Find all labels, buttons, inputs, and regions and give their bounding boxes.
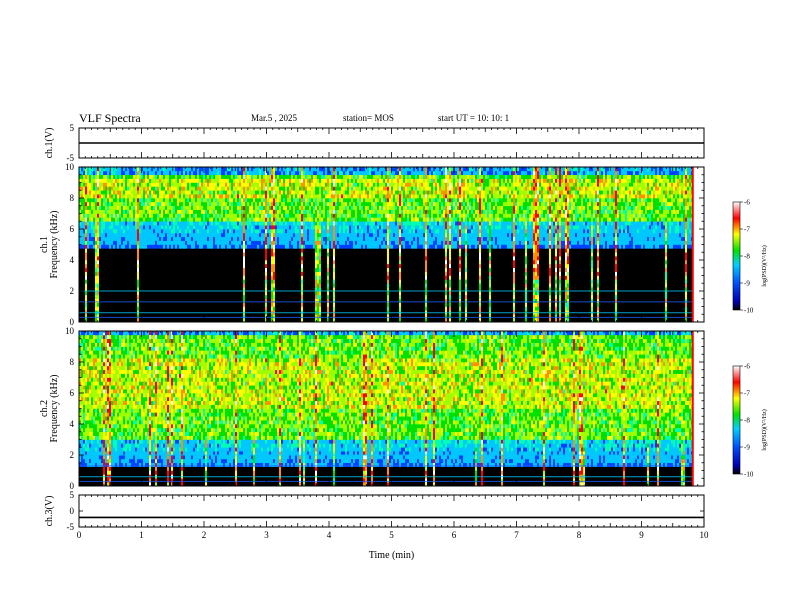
- colorbar-tick-label: -10: [744, 471, 754, 479]
- colorbar-tick-label: -9: [744, 280, 750, 288]
- y-tick-label: 2: [70, 286, 75, 296]
- y-tick-label: 4: [70, 419, 75, 429]
- station-label: station= MOS: [343, 113, 394, 123]
- x-tick-label: 3: [264, 530, 269, 540]
- y-tick-label: 5: [70, 490, 75, 500]
- y-tick-label: 10: [65, 162, 75, 172]
- y-tick-label: 0: [70, 317, 75, 327]
- y-tick-label: 0: [70, 506, 75, 516]
- y-tick-label: 5: [70, 123, 75, 133]
- x-axis-label: Time (min): [369, 550, 414, 561]
- x-tick-label: 0: [77, 530, 82, 540]
- y-tick-label: 6: [70, 388, 75, 398]
- figure-title: VLF Spectra: [79, 111, 141, 125]
- y-tick-label: 0: [70, 481, 75, 491]
- y-axis-label: ch.1(V): [44, 128, 55, 159]
- ch1-colorbar-label: log(PSD)(V²/Hz): [761, 245, 768, 286]
- x-tick-label: 1: [139, 530, 144, 540]
- colorbar-tick-label: -9: [744, 444, 750, 452]
- x-tick-label: 6: [452, 530, 457, 540]
- y-tick-label: 6: [70, 224, 75, 234]
- y-tick-label: 2: [70, 450, 75, 460]
- y-tick-label: -5: [67, 153, 75, 163]
- y-axis-label: Frequency (kHz): [49, 374, 60, 442]
- ch1-colorbar: [732, 201, 741, 311]
- y-tick-label: -5: [67, 522, 75, 532]
- colorbar-tick-label: -6: [744, 363, 750, 371]
- x-tick-label: 10: [700, 530, 710, 540]
- ch2-colorbar: [732, 365, 741, 475]
- ch2-spectrogram-image: [79, 331, 694, 487]
- start-time-label: start UT = 10: 10: 1: [438, 113, 510, 123]
- date-label: Mar.5 , 2025: [251, 113, 297, 123]
- colorbar-tick-label: -7: [744, 226, 750, 234]
- colorbar-tick-label: -10: [744, 307, 754, 315]
- colorbar-tick-label: -8: [744, 253, 750, 261]
- x-tick-label: 2: [202, 530, 207, 540]
- x-tick-label: 5: [389, 530, 394, 540]
- y-tick-label: 8: [70, 357, 75, 367]
- colorbar-tick-label: -8: [744, 417, 750, 425]
- y-axis-label: ch.3(V): [44, 496, 55, 527]
- colorbar-tick-label: -7: [744, 390, 750, 398]
- y-axis-label: ch.2: [39, 400, 50, 417]
- ch1-spectrogram-image: [79, 167, 694, 323]
- x-tick-label: 7: [514, 530, 519, 540]
- x-tick-label: 9: [639, 530, 644, 540]
- y-axis-label: Frequency (kHz): [49, 210, 60, 278]
- y-tick-label: 10: [65, 326, 75, 336]
- x-tick-label: 8: [577, 530, 582, 540]
- y-tick-label: 4: [70, 255, 75, 265]
- y-axis-label: ch.1: [39, 236, 50, 253]
- ch2-colorbar-label: log(PSD)(V²/Hz): [761, 409, 768, 450]
- y-tick-label: 8: [70, 193, 75, 203]
- x-tick-label: 4: [327, 530, 332, 540]
- colorbar-tick-label: -6: [744, 199, 750, 207]
